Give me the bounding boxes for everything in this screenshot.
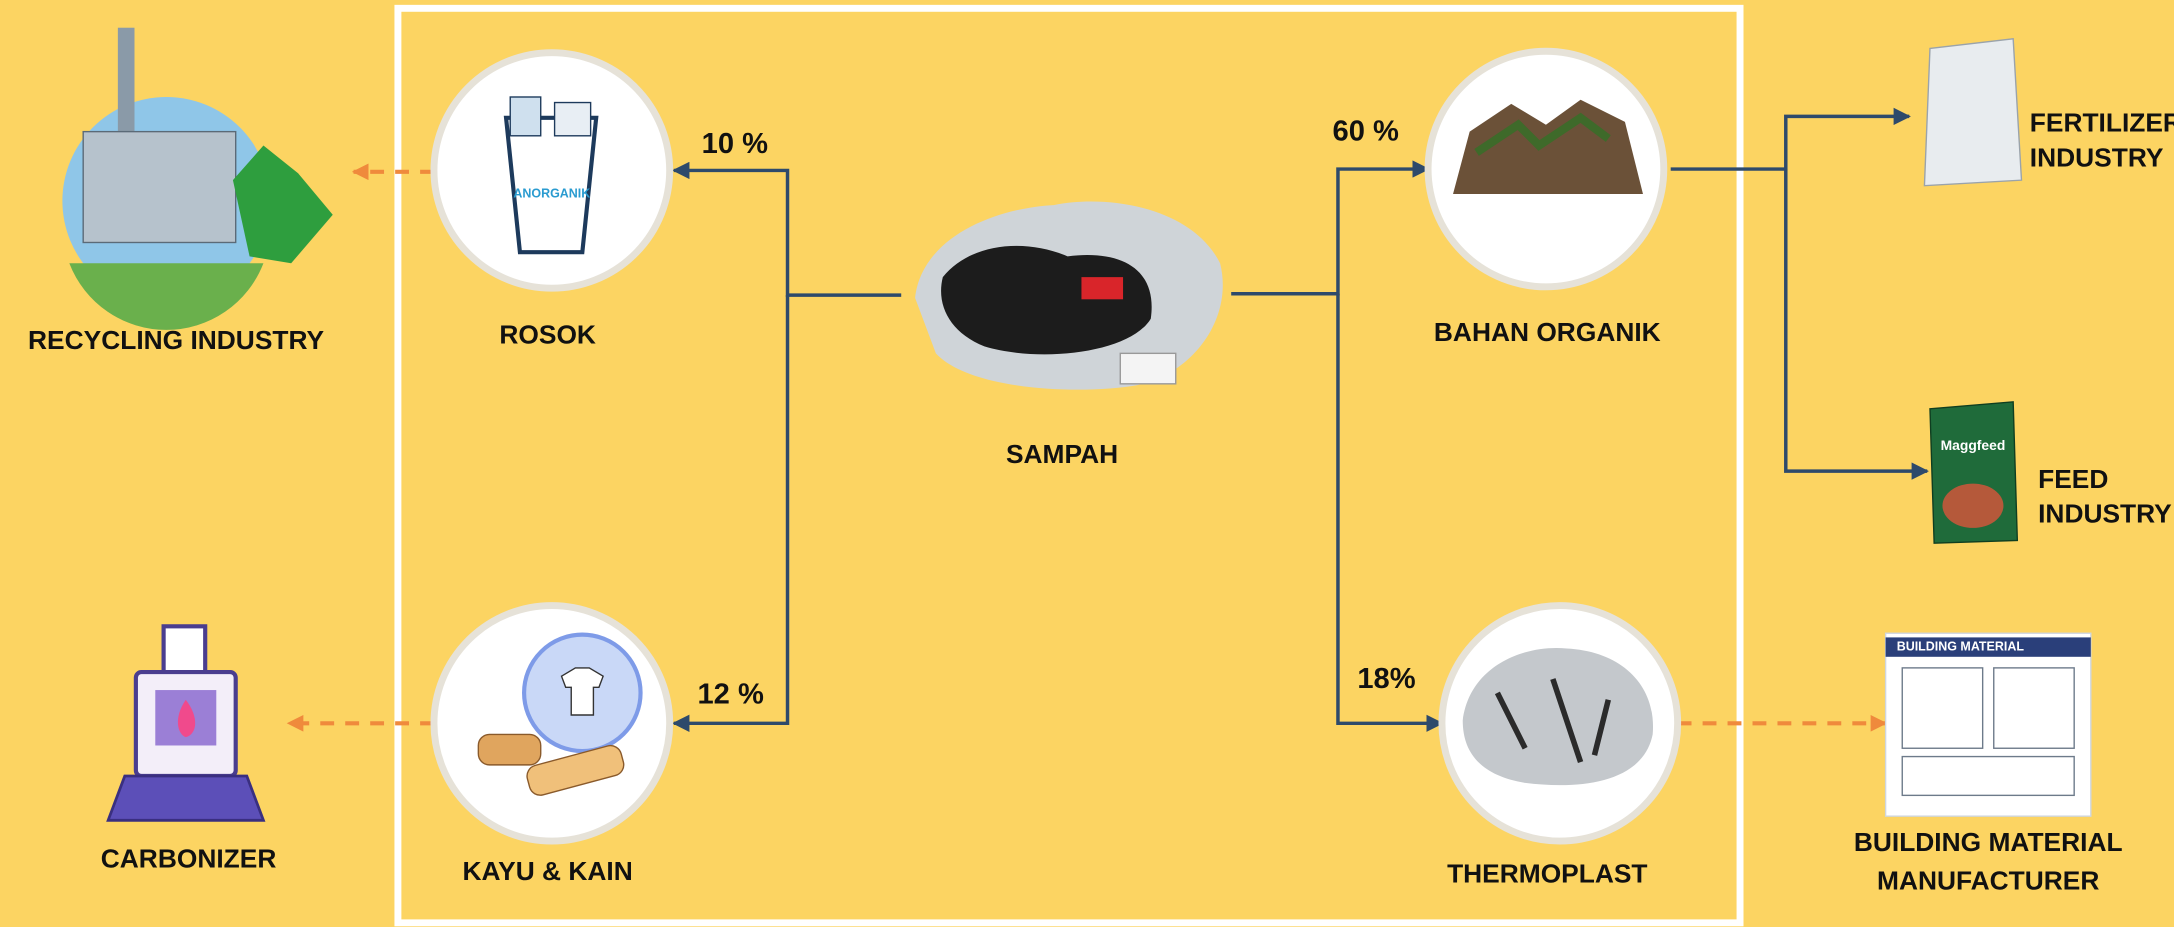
bin-icon xyxy=(555,103,591,136)
destination-label: MANUFACTURER xyxy=(1877,866,2099,896)
building-material-icon: BUILDING MATERIAL xyxy=(1886,633,2091,816)
node-label: ROSOK xyxy=(499,320,596,350)
icon-part xyxy=(108,776,263,820)
destination-label: INDUSTRY xyxy=(2030,142,2164,172)
wood-icon xyxy=(478,734,540,764)
destination-label: BUILDING MATERIAL xyxy=(1854,827,2123,857)
share-label: 10 % xyxy=(702,128,768,160)
bin-icon xyxy=(506,118,596,252)
center-label: SAMPAH xyxy=(1006,439,1118,469)
diagram: SAMPAH ANORGANIK ROSOK 10 % KAYU & KAIN … xyxy=(0,0,2174,927)
destination-label: RECYCLING INDUSTRY xyxy=(28,325,324,355)
poster-title: BUILDING MATERIAL xyxy=(1897,639,2025,653)
node-label: THERMOPLAST xyxy=(1447,859,1647,889)
icon-part xyxy=(164,626,206,674)
node-label: KAYU & KAIN xyxy=(463,856,633,886)
poster xyxy=(1886,633,2091,816)
fertilizer-icon xyxy=(1924,39,2021,186)
bag-detail xyxy=(1942,484,2003,528)
destination-label: CARBONIZER xyxy=(101,843,277,873)
bin-label: ANORGANIK xyxy=(513,186,590,200)
destination-label: INDUSTRY xyxy=(2038,498,2172,528)
building xyxy=(83,132,236,243)
share-label: 12 % xyxy=(698,678,764,710)
share-label: 60 % xyxy=(1333,116,1399,148)
bag-shape xyxy=(941,246,1152,354)
feed-icon: Maggfeed xyxy=(1930,402,2017,543)
destination-label: FEED xyxy=(2038,464,2108,494)
bin-icon xyxy=(510,97,541,136)
destination-label: FERTILIZER xyxy=(2030,108,2174,138)
share-label: 18% xyxy=(1357,663,1415,695)
page: SAMPAH ANORGANIK ROSOK 10 % KAYU & KAIN … xyxy=(0,0,2174,927)
bag-label: Maggfeed xyxy=(1941,437,2006,453)
node-label: BAHAN ORGANIK xyxy=(1434,317,1661,347)
pile-detail xyxy=(1081,277,1123,299)
bag xyxy=(1924,39,2021,186)
pile-detail xyxy=(1120,353,1175,383)
